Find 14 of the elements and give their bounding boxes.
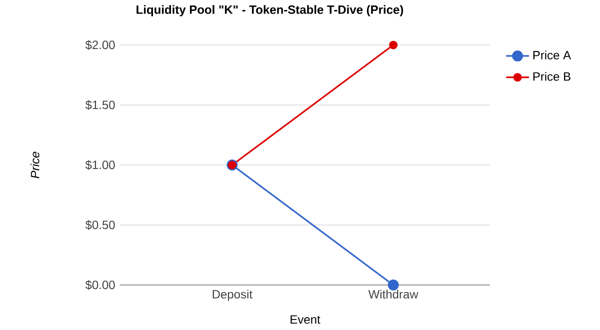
chart-title: Liquidity Pool "K" - Token-Stable T-Dive (Price) <box>136 5 404 16</box>
legend-label: Price B <box>533 72 570 81</box>
y-tick-label: $0.50 <box>85 220 115 230</box>
y-tick-label: $1.50 <box>85 100 115 110</box>
x-axis-title: Event <box>290 315 320 324</box>
y-axis-title: Price <box>30 152 40 178</box>
y-tick-label: $0.00 <box>85 280 115 290</box>
x-tick-label: Deposit <box>212 290 252 301</box>
y-tick-label: $1.00 <box>85 160 115 170</box>
x-tick-label: Withdraw <box>368 290 418 299</box>
y-tick-label: $2.00 <box>85 40 115 50</box>
point <box>389 40 398 50</box>
legend-label: Price A <box>533 50 572 60</box>
point <box>388 280 399 290</box>
